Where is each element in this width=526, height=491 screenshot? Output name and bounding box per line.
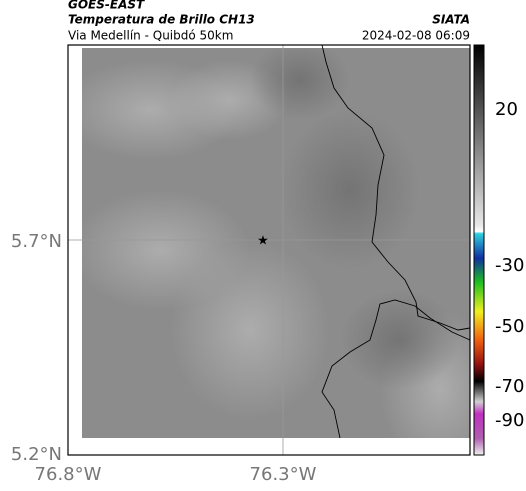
lat-label: 5.7°N bbox=[11, 231, 62, 252]
colorbar-tick-label: -30 bbox=[495, 255, 524, 276]
lon-label: 76.3°W bbox=[250, 464, 317, 485]
timestamp: 2024-02-08 06:09 bbox=[362, 29, 470, 43]
subtitle: Via Medellín - Quibdó 50km bbox=[68, 29, 233, 43]
colorbar bbox=[473, 44, 485, 456]
colorbar-tick-label: -50 bbox=[495, 316, 524, 337]
lon-label: 76.8°W bbox=[35, 464, 102, 485]
colorbar-tick-label: 20 bbox=[495, 99, 518, 120]
source: GOES-EAST bbox=[68, 0, 145, 12]
border bbox=[321, 299, 471, 439]
lat-label: 5.2°N bbox=[11, 444, 62, 465]
border bbox=[321, 44, 471, 331]
colorbar-tick-label: -70 bbox=[495, 376, 524, 397]
colorbar-tick-label: -90 bbox=[495, 410, 524, 431]
satellite-image bbox=[82, 48, 470, 438]
title: Temperatura de Brillo CH13 bbox=[68, 13, 255, 27]
map-frame bbox=[67, 44, 471, 456]
location-marker: ★ bbox=[257, 234, 269, 249]
agency: SIATA bbox=[432, 13, 470, 27]
